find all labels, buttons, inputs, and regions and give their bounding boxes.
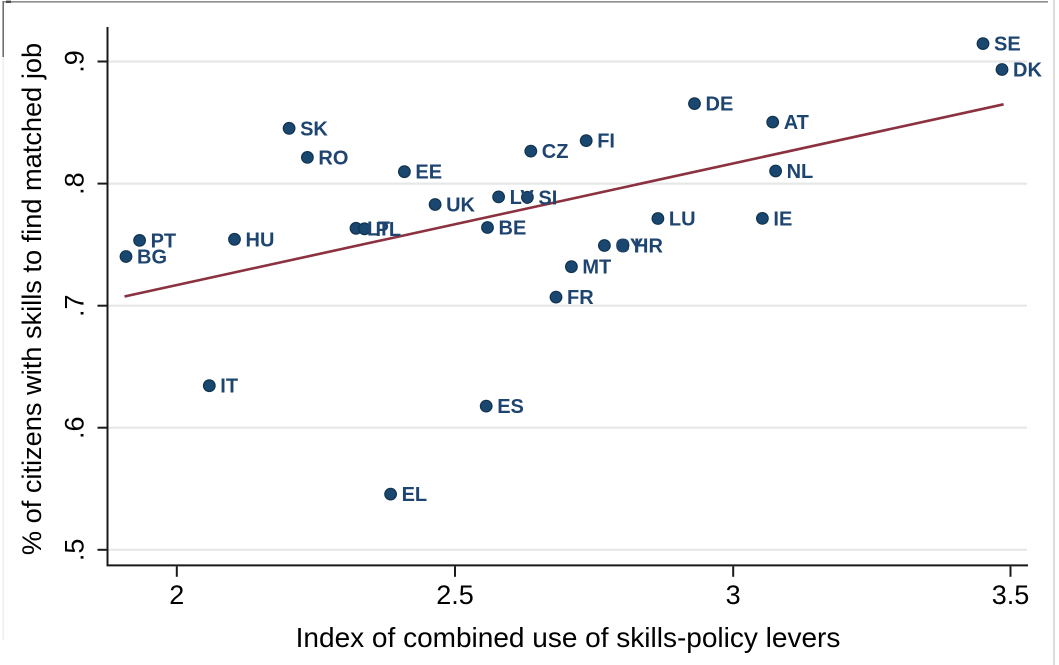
- svg-text:3: 3: [726, 580, 741, 610]
- svg-text:NL: NL: [787, 161, 814, 183]
- svg-text:.9: .9: [60, 50, 90, 73]
- svg-text:CZ: CZ: [542, 141, 569, 163]
- svg-text:.5: .5: [60, 539, 90, 562]
- svg-text:SK: SK: [300, 118, 328, 140]
- svg-text:DK: DK: [1013, 60, 1042, 82]
- svg-text:IE: IE: [773, 208, 792, 230]
- svg-text:PL: PL: [376, 219, 402, 241]
- svg-text:2.5: 2.5: [436, 580, 474, 610]
- svg-text:IT: IT: [220, 376, 238, 398]
- svg-text:UK: UK: [446, 195, 475, 217]
- svg-text:PT: PT: [151, 230, 177, 252]
- svg-text:3.5: 3.5: [992, 580, 1030, 610]
- svg-text:LV: LV: [510, 187, 535, 209]
- svg-text:DE: DE: [706, 94, 734, 116]
- svg-text:EL: EL: [402, 484, 428, 506]
- svg-text:.7: .7: [60, 294, 90, 317]
- svg-text:RO: RO: [318, 147, 348, 169]
- svg-text:% of citizens with skills to f: % of citizens with skills to find matche…: [16, 43, 47, 555]
- svg-text:SI: SI: [538, 187, 557, 209]
- svg-text:.8: .8: [60, 172, 90, 195]
- svg-text:.6: .6: [60, 416, 90, 439]
- svg-text:MT: MT: [582, 257, 611, 279]
- svg-text:SE: SE: [994, 34, 1021, 56]
- svg-text:HR: HR: [634, 235, 663, 257]
- svg-text:FR: FR: [567, 287, 594, 309]
- svg-text:BG: BG: [137, 247, 167, 269]
- svg-text:LT: LT: [367, 218, 390, 240]
- svg-text:LU: LU: [669, 209, 696, 231]
- svg-text:Index of combined use of skill: Index of combined use of skills-policy l…: [296, 622, 841, 653]
- svg-text:2: 2: [169, 580, 184, 610]
- svg-text:EE: EE: [415, 162, 442, 184]
- svg-text:AT: AT: [784, 112, 809, 134]
- svg-text:CY: CY: [615, 236, 643, 258]
- svg-text:ES: ES: [497, 396, 524, 418]
- svg-text:BE: BE: [499, 218, 527, 240]
- svg-text:FI: FI: [597, 131, 615, 153]
- svg-text:HU: HU: [246, 229, 275, 251]
